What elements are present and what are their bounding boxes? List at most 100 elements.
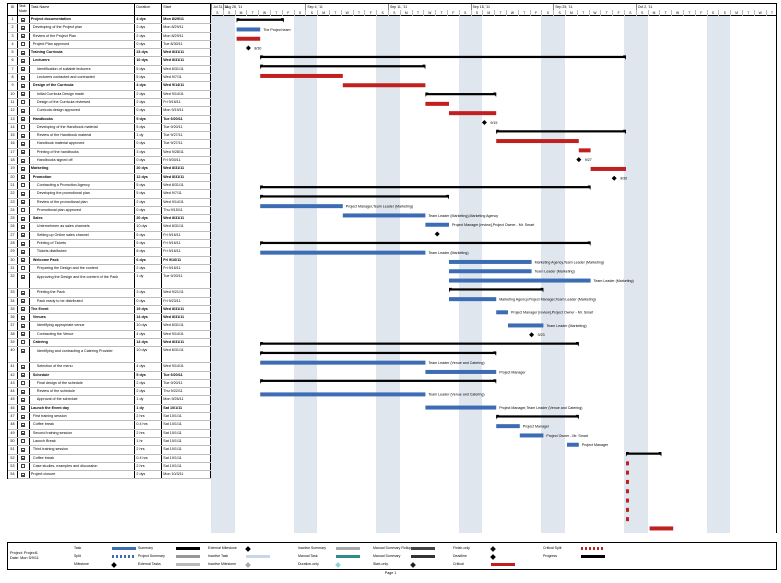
task-duration[interactable]: 1 dy xyxy=(135,273,163,289)
task-name[interactable]: Tickets distributed xyxy=(30,248,136,256)
task-row[interactable]: 21 Contracting a Promotion Agency 5 dys Wed… xyxy=(8,181,211,191)
task-row[interactable]: 5 Training Curricula 23 dys Wed 8/31/11 xyxy=(8,49,211,58)
task-start[interactable]: Mon 8/29/11 xyxy=(162,24,211,32)
task-duration[interactable]: 2 dys xyxy=(135,198,163,206)
task-duration[interactable]: 5 dys xyxy=(135,181,163,190)
task-duration[interactable]: 14 dys xyxy=(135,314,163,322)
task-row[interactable]: 11 Design of the Curricula reviewed 2 dys F… xyxy=(8,98,211,108)
task-duration[interactable]: 5 dys xyxy=(135,231,163,239)
task-name[interactable]: Printing of the handbooks xyxy=(30,148,136,157)
task-name[interactable]: The Event xyxy=(30,305,136,314)
task-row[interactable]: 43 Final design of the schedule 2 dys Tue 9… xyxy=(8,379,211,389)
task-name[interactable]: Training Curricula xyxy=(30,49,136,57)
task-start[interactable]: Sat 10/1/11 xyxy=(162,454,211,462)
task-row[interactable]: 49 Second training session 2 hrs Sat 10/1/1… xyxy=(8,429,211,438)
task-row[interactable]: 23 Review of the promotional plan 2 dys Wed… xyxy=(8,198,211,207)
task-name[interactable]: Curricula design approved xyxy=(30,107,136,115)
task-duration[interactable]: 2 dys xyxy=(135,98,163,107)
task-start[interactable]: Mon 8/29/11 xyxy=(162,32,211,40)
task-start[interactable]: Wed 9/21/11 xyxy=(162,289,211,297)
task-name[interactable]: Preparing the Design and the content xyxy=(30,264,136,273)
task-start[interactable]: Sat 10/1/11 xyxy=(162,421,211,429)
task-start[interactable]: Wed 8/31/11 xyxy=(162,65,211,74)
task-row[interactable]: 22 Developing the promotional plan 5 dys We… xyxy=(8,190,211,199)
task-start[interactable]: Sat 10/1/11 xyxy=(162,437,211,446)
task-name[interactable]: Marketing xyxy=(30,165,136,173)
task-duration[interactable]: 2 dys xyxy=(135,90,163,98)
task-start[interactable]: Tue 9/27/11 xyxy=(162,132,211,140)
task-name[interactable]: Printing of Tickets xyxy=(30,240,136,248)
task-start[interactable]: Fri 9/30/11 xyxy=(162,157,211,165)
task-row[interactable]: 45 Approval of the schedule 1 dy Mon 9/26/1… xyxy=(8,396,211,405)
task-duration[interactable]: 19 dys xyxy=(135,305,163,314)
task-start[interactable]: Fri 9/16/11 xyxy=(162,264,211,273)
task-name[interactable]: Selection of the menu xyxy=(30,363,136,371)
task-duration[interactable]: 5 dys xyxy=(135,65,163,74)
task-name[interactable]: Venues xyxy=(30,314,136,322)
task-start[interactable]: Wed 8/31/11 xyxy=(162,173,211,181)
task-row[interactable]: 3 Review of the Project Plan 2 dys Mon 8/29… xyxy=(8,32,211,41)
task-row[interactable]: 18 Handbooks signed off 0 dys Fri 9/30/11 xyxy=(8,157,211,166)
task-start[interactable]: Sat 10/1/11 xyxy=(162,404,211,413)
task-name[interactable]: Handbooks signed off xyxy=(30,157,136,165)
task-row[interactable]: 13 Handbooks 9 dys Tue 9/20/11 xyxy=(8,115,211,124)
task-row[interactable]: 7 Identification of suitable lecturers 5 d… xyxy=(8,65,211,75)
task-start[interactable]: Wed 8/31/11 xyxy=(162,305,211,314)
task-name[interactable]: Promotion xyxy=(30,173,136,181)
task-row[interactable]: 9 Design of the Curricula 4 dys Wed 9/14/11 xyxy=(8,82,211,91)
task-name[interactable]: Identification of suitable lecturers xyxy=(30,65,136,74)
column-header-task-name[interactable]: Task Name xyxy=(30,4,136,15)
task-start[interactable]: Wed 8/31/11 xyxy=(162,314,211,322)
task-duration[interactable]: 1 dy xyxy=(135,132,163,140)
task-name[interactable]: Project documentation xyxy=(30,16,136,24)
task-row[interactable]: 25 Sales 20 dys Wed 8/31/11 xyxy=(8,215,211,224)
task-duration[interactable]: 1 hr xyxy=(135,437,163,446)
task-duration[interactable]: 2 dys xyxy=(135,471,163,479)
task-duration[interactable]: 2 hrs xyxy=(135,462,163,471)
task-row[interactable]: 50 Launch Break 1 hr Sat 10/1/11 xyxy=(8,437,211,447)
task-name[interactable]: Coffee break xyxy=(30,454,136,462)
task-row[interactable]: 6 Lecturers 10 dys Wed 8/31/11 xyxy=(8,57,211,66)
task-duration[interactable]: 10 dys xyxy=(135,347,163,363)
task-duration[interactable]: 12 dys xyxy=(135,173,163,181)
task-duration[interactable]: 2 hrs xyxy=(135,429,163,437)
task-start[interactable]: Fri 9/16/11 xyxy=(162,98,211,107)
task-row[interactable]: 14 Developing of the Handbook material 5 d… xyxy=(8,123,211,133)
task-duration[interactable]: 20 dys xyxy=(135,215,163,223)
task-duration[interactable]: 2 dys xyxy=(135,24,163,32)
task-duration[interactable]: 1 dy xyxy=(135,404,163,413)
task-start[interactable]: Fri 9/16/11 xyxy=(162,231,211,239)
task-start[interactable]: Wed 9/14/11 xyxy=(162,330,211,338)
task-name[interactable]: First training session xyxy=(30,413,136,421)
task-name[interactable]: Sales xyxy=(30,215,136,223)
task-duration[interactable]: 2 dys xyxy=(135,264,163,273)
task-row[interactable]: 16 Handbook material approved 0 dys Tue 9/2… xyxy=(8,140,211,149)
task-duration[interactable]: 3 dys xyxy=(135,289,163,297)
task-name[interactable]: Launch the Event day xyxy=(30,404,136,413)
task-name[interactable]: Lecturers xyxy=(30,57,136,65)
task-start[interactable]: Fri 9/16/11 xyxy=(162,248,211,256)
task-row[interactable]: 54 Project closure 2 dys Mon 10/3/11 xyxy=(8,471,211,480)
task-name[interactable]: Launch Break xyxy=(30,437,136,446)
task-start[interactable]: Wed 8/31/11 xyxy=(162,49,211,57)
task-duration[interactable]: 4 dys xyxy=(135,330,163,338)
task-name[interactable]: Final design of the schedule xyxy=(30,379,136,388)
task-row[interactable]: 37 Identifying appropriate venue 10 dys Wed… xyxy=(8,322,211,331)
task-row[interactable]: 26 Unternehmen as sales channels 10 dys Wed… xyxy=(8,223,211,232)
task-row[interactable]: 44 Review of the schedule 2 dys Thu 9/22/11 xyxy=(8,388,211,397)
task-name[interactable]: Design of the Curricula reviewed xyxy=(30,98,136,107)
task-start[interactable]: Wed 9/14/11 xyxy=(162,90,211,98)
task-row[interactable]: 34 Pack ready to be distributed 0 dys Fri 9… xyxy=(8,297,211,306)
task-name[interactable]: Project Plan approved xyxy=(30,40,136,49)
task-duration[interactable]: 5 dys xyxy=(135,190,163,198)
task-name[interactable]: Contracting a Promotion Agency xyxy=(30,181,136,190)
task-row[interactable]: 29 Tickets distributed 8 dys Fri 9/16/11 xyxy=(8,248,211,257)
task-name[interactable]: Approval of the schedule xyxy=(30,396,136,404)
task-duration[interactable]: 14 dys xyxy=(135,338,163,347)
task-start[interactable]: Fri 9/23/11 xyxy=(162,297,211,305)
column-header-id[interactable]: ID xyxy=(8,4,18,15)
task-name[interactable]: Developing the promotional plan xyxy=(30,190,136,198)
task-duration[interactable]: 2 dys xyxy=(135,32,163,40)
task-name[interactable]: Catering xyxy=(30,338,136,347)
task-name[interactable]: Pack ready to be distributed xyxy=(30,297,136,305)
